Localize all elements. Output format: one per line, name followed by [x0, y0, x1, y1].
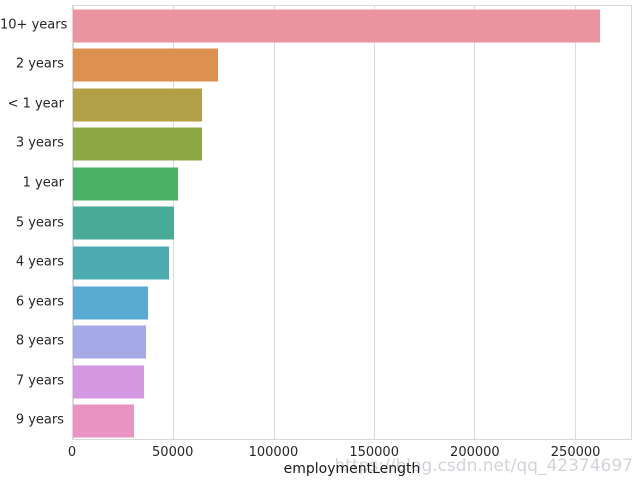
- bar-7-years: [73, 365, 145, 399]
- plot-area: [72, 5, 632, 440]
- bar-8-years: [73, 325, 146, 359]
- y-axis-tick-labels: 10+ years 2 years < 1 year 3 years 1 year 5 y…: [0, 5, 68, 440]
- x-tick-label-50000: 50000: [152, 445, 194, 460]
- y-tick-label-3-years: 3 years: [15, 135, 64, 151]
- x-tick-label-100000: 100000: [248, 445, 299, 460]
- y-tick-label-1-year: 1 year: [22, 175, 64, 191]
- gridline-x-50000: [173, 6, 175, 439]
- gridline-x-150000: [374, 6, 376, 439]
- bar-row-9-years: [73, 401, 631, 441]
- bar-row-lt-1-year: [73, 85, 631, 125]
- bar-row-2-years: [73, 46, 631, 86]
- x-tick-label-250000: 250000: [550, 445, 601, 460]
- bar-row-7-years: [73, 362, 631, 402]
- y-tick-label-6-years: 6 years: [15, 294, 64, 310]
- bar-5-years: [73, 206, 174, 240]
- y-tick-label-9-years: 9 years: [15, 412, 64, 428]
- gridline-x-100000: [273, 6, 275, 439]
- y-tick-label-5-years: 5 years: [15, 215, 64, 230]
- y-tick-label-7-years: 7 years: [15, 373, 64, 389]
- x-axis-tick-labels: 0 50000 100000 150000 200000 250000: [68, 445, 632, 461]
- bar-4-years: [73, 246, 170, 280]
- bar-3-years: [73, 127, 202, 161]
- gridline-x-250000: [574, 6, 576, 439]
- x-tick-label-200000: 200000: [450, 445, 500, 460]
- bar-row-8-years: [73, 322, 631, 362]
- watermark-text: https://blog.csdn.net/qq_42374697: [334, 456, 633, 476]
- bar-lt-1-year: [73, 88, 202, 122]
- y-tick-label-2-years: 2 years: [15, 56, 64, 72]
- y-tick-label-lt-1-year: < 1 year: [7, 96, 64, 112]
- bar-row-10-plus-years: [73, 6, 631, 46]
- gridline-x-200000: [474, 6, 476, 439]
- bar-6-years: [73, 286, 148, 320]
- x-tick-label-0: 0: [67, 445, 77, 460]
- bar-row-6-years: [73, 283, 631, 323]
- bar-row-1-year: [73, 164, 631, 204]
- bar-row-3-years: [73, 125, 631, 165]
- bar-1-year: [73, 167, 179, 201]
- bar-row-4-years: [73, 243, 631, 283]
- bar-row-5-years: [73, 204, 631, 244]
- x-tick-label-150000: 150000: [349, 445, 399, 460]
- y-tick-label-8-years: 8 years: [15, 333, 64, 349]
- bar-9-years: [73, 404, 134, 438]
- y-tick-label-4-years: 4 years: [15, 254, 64, 270]
- y-tick-label-10-plus-years: 10+ years: [0, 17, 68, 33]
- bar-10-plus-years: [73, 9, 601, 43]
- x-axis-label: employmentLength: [283, 461, 421, 477]
- bar-2-years: [73, 48, 219, 82]
